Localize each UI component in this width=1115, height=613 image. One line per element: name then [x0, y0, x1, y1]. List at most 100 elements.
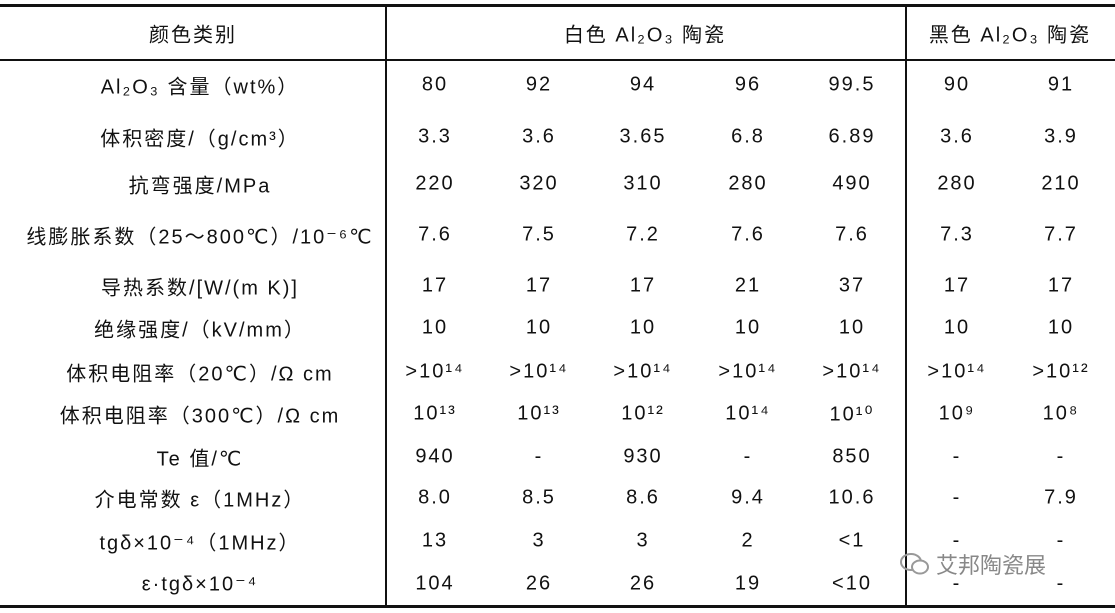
row-label: 体积密度/（g/cm³）	[100, 128, 300, 151]
value-cell: -	[1056, 529, 1066, 552]
value-cell: 7.6	[835, 223, 869, 246]
column-divider	[385, 6, 387, 606]
value-cell: 80	[421, 73, 449, 96]
value-cell: -	[534, 445, 544, 468]
value-cell: <10	[832, 572, 872, 595]
row-label: 体积电阻率（300℃）/Ω cm	[59, 405, 341, 428]
column-divider	[905, 6, 907, 606]
value-cell: 8.6	[626, 486, 660, 509]
row-label: 绝缘强度/（kV/mm）	[94, 319, 306, 342]
row-label: Al₂O₃ 含量（wt%）	[100, 76, 300, 99]
value-cell: 104	[415, 572, 455, 595]
row-label: Te 值/℃	[156, 448, 244, 471]
value-cell: 280	[937, 172, 977, 195]
value-cell: <1	[838, 529, 866, 552]
value-cell: 3.9	[1044, 125, 1078, 148]
value-cell: >10¹⁴	[613, 360, 673, 383]
value-cell: 94	[629, 73, 657, 96]
value-cell: 3.3	[418, 125, 452, 148]
value-cell: 3	[532, 529, 546, 552]
value-cell: 21	[734, 274, 762, 297]
row-label: 线膨胀系数（25～800℃）/10⁻⁶℃	[26, 226, 374, 249]
row-label: 介电常数 ε（1MHz）	[94, 489, 306, 512]
value-cell: 210	[1041, 172, 1081, 195]
value-cell: 8.0	[418, 486, 452, 509]
value-cell: 310	[623, 172, 663, 195]
value-cell: 8.5	[522, 486, 556, 509]
value-cell: 490	[832, 172, 872, 195]
header-rule	[0, 59, 1115, 61]
value-cell: 10¹³	[517, 402, 561, 425]
value-cell: 3.65	[619, 125, 667, 148]
value-cell: -	[743, 445, 753, 468]
value-cell: 10	[943, 316, 971, 339]
header-cell: 白色 Al₂O₃ 陶瓷	[563, 24, 727, 47]
value-cell: 10⁸	[1042, 402, 1080, 425]
row-label: 体积电阻率（20℃）/Ω cm	[66, 363, 334, 386]
value-cell: 320	[519, 172, 559, 195]
value-cell: 3.6	[940, 125, 974, 148]
value-cell: 19	[734, 572, 762, 595]
value-cell: >10¹⁴	[822, 360, 882, 383]
value-cell: 7.3	[940, 223, 974, 246]
value-cell: >10¹⁴	[927, 360, 987, 383]
value-cell: 10¹⁴	[725, 402, 771, 425]
header-cell: 颜色类别	[149, 24, 237, 47]
value-cell: -	[952, 572, 962, 595]
value-cell: 7.7	[1044, 223, 1078, 246]
row-label: ε·tgδ×10⁻⁴	[141, 573, 259, 596]
value-cell: 13	[421, 529, 449, 552]
value-cell: 17	[525, 274, 553, 297]
value-cell: 3	[636, 529, 650, 552]
value-cell: 26	[525, 572, 553, 595]
row-label: 导热系数/[W/(m K)]	[101, 277, 299, 300]
value-cell: 7.6	[418, 223, 452, 246]
value-cell: 10	[525, 316, 553, 339]
value-cell: >10¹⁴	[718, 360, 778, 383]
value-cell: >10¹⁴	[405, 360, 465, 383]
row-label: 抗弯强度/MPa	[128, 175, 272, 198]
header-cell: 黑色 Al₂O₃ 陶瓷	[928, 24, 1092, 47]
value-cell: 7.9	[1044, 486, 1078, 509]
value-cell: 90	[943, 73, 971, 96]
value-cell: 99.5	[828, 73, 876, 96]
value-cell: 37	[838, 274, 866, 297]
value-cell: 3.6	[522, 125, 556, 148]
value-cell: 96	[734, 73, 762, 96]
value-cell: 91	[1047, 73, 1075, 96]
value-cell: 2	[741, 529, 755, 552]
value-cell: -	[952, 486, 962, 509]
value-cell: 17	[1047, 274, 1075, 297]
bottom-rule	[0, 605, 1115, 608]
value-cell: -	[952, 445, 962, 468]
value-cell: 10¹⁰	[829, 403, 875, 426]
value-cell: 6.8	[731, 125, 765, 148]
value-cell: 10¹²	[621, 402, 665, 425]
value-cell: 930	[623, 445, 663, 468]
value-cell: 92	[525, 73, 553, 96]
value-cell: -	[1056, 572, 1066, 595]
value-cell: 280	[728, 172, 768, 195]
value-cell: 17	[421, 274, 449, 297]
value-cell: 7.5	[522, 223, 556, 246]
watermark: 艾邦陶瓷展	[900, 548, 1046, 580]
value-cell: >10¹²	[1032, 360, 1090, 383]
value-cell: 17	[943, 274, 971, 297]
value-cell: 7.6	[731, 223, 765, 246]
value-cell: 26	[629, 572, 657, 595]
value-cell: 6.89	[828, 125, 876, 148]
value-cell: 850	[832, 445, 872, 468]
watermark-text: 艾邦陶瓷展	[936, 553, 1047, 578]
value-cell: 17	[629, 274, 657, 297]
value-cell: -	[952, 529, 962, 552]
value-cell: 220	[415, 172, 455, 195]
value-cell: 10.6	[828, 486, 876, 509]
value-cell: 940	[415, 445, 455, 468]
value-cell: 9.4	[731, 486, 765, 509]
value-cell: >10¹⁴	[509, 360, 569, 383]
row-label: tgδ×10⁻⁴（1MHz）	[99, 532, 301, 555]
value-cell: 10	[421, 316, 449, 339]
value-cell: 10	[1047, 316, 1075, 339]
value-cell: 10	[629, 316, 657, 339]
